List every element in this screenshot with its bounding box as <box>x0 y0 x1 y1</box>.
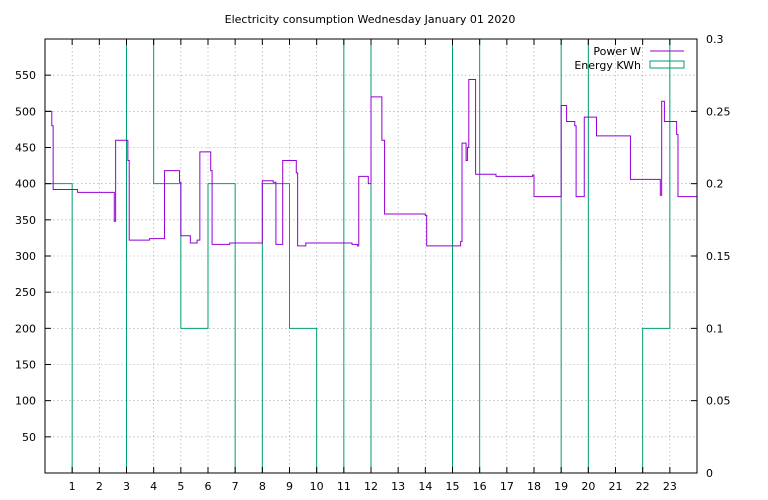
x-tick-label: 17 <box>500 480 514 493</box>
energy-series-line <box>44 38 698 474</box>
x-tick-label: 13 <box>391 480 405 493</box>
x-tick-label: 4 <box>150 480 157 493</box>
y2-tick-label: 0.25 <box>706 105 731 118</box>
y2-tick-label: 0.15 <box>706 250 731 263</box>
legend-energy-label: Energy KWh <box>574 59 641 72</box>
x-tick-label: 2 <box>96 480 103 493</box>
x-tick-label: 14 <box>418 480 432 493</box>
x-tick-label: 3 <box>123 480 130 493</box>
chart-title: Electricity consumption Wednesday Januar… <box>225 13 516 26</box>
y-tick-label: 100 <box>15 395 36 408</box>
y2-tick-label: 0.2 <box>706 178 724 191</box>
y2-tick-label: 0 <box>706 467 713 480</box>
y-tick-label: 200 <box>15 322 36 335</box>
x-tick-label: 1 <box>69 480 76 493</box>
y-tick-label: 450 <box>15 142 36 155</box>
x-tick-label: 9 <box>286 480 293 493</box>
energy-series <box>44 38 698 474</box>
x-tick-label: 5 <box>177 480 184 493</box>
x-tick-label: 10 <box>310 480 324 493</box>
power-series <box>45 79 698 247</box>
y-tick-label: 50 <box>22 431 36 444</box>
x-tick-label: 22 <box>636 480 650 493</box>
power-series-line <box>45 79 698 247</box>
y-tick-label: 400 <box>15 178 36 191</box>
axes: 1 2 3 4 5 6 7 8 9 10 11 12 13 14 15 16 17 18 19 20 21 22 23501… <box>15 33 731 493</box>
x-tick-label: 6 <box>205 480 212 493</box>
y-tick-label: 150 <box>15 359 36 372</box>
x-tick-label: 15 <box>446 480 460 493</box>
legend-energy-swatch <box>649 60 685 69</box>
y2-tick-label: 0.1 <box>706 322 724 335</box>
legend-power-label: Power W <box>593 45 641 58</box>
legend: Power W Energy KWh <box>574 45 685 72</box>
y-tick-label: 550 <box>15 69 36 82</box>
x-tick-label: 7 <box>232 480 239 493</box>
y2-tick-label: 0.3 <box>706 33 724 46</box>
x-tick-label: 11 <box>337 480 351 493</box>
y2-tick-label: 0.05 <box>706 395 731 408</box>
x-tick-label: 21 <box>609 480 623 493</box>
y-tick-label: 350 <box>15 214 36 227</box>
x-tick-label: 19 <box>554 480 568 493</box>
x-tick-label: 12 <box>364 480 378 493</box>
y-tick-label: 250 <box>15 286 36 299</box>
x-tick-label: 8 <box>259 480 266 493</box>
x-tick-label: 23 <box>663 480 677 493</box>
y-tick-label: 500 <box>15 105 36 118</box>
x-tick-label: 20 <box>581 480 595 493</box>
x-tick-label: 16 <box>473 480 487 493</box>
x-tick-label: 18 <box>527 480 541 493</box>
y-tick-label: 300 <box>15 250 36 263</box>
